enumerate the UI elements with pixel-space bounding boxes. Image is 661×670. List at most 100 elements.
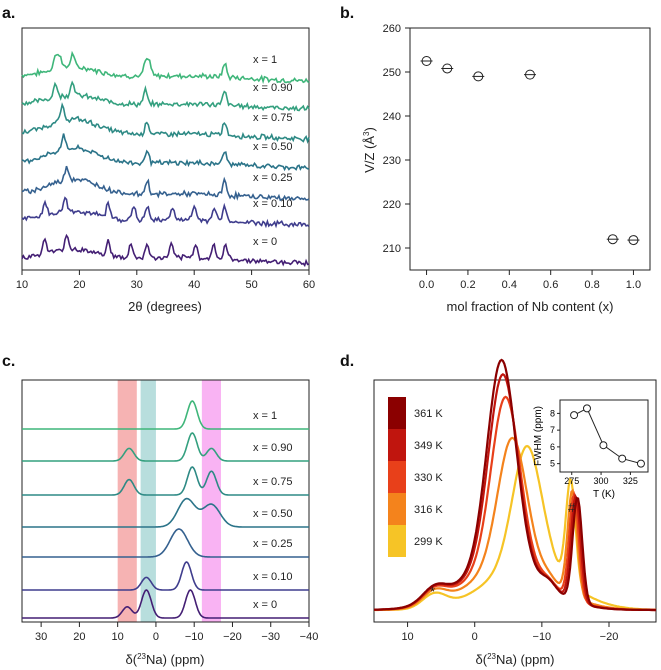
legend-label: 349 K bbox=[414, 440, 443, 452]
x-tick-label: 30 bbox=[131, 279, 143, 291]
inset-y-tick-label: 7 bbox=[550, 425, 555, 435]
inset-point bbox=[636, 459, 645, 468]
x-tick-label: 0.8 bbox=[584, 279, 599, 291]
x-tick-label: 20 bbox=[73, 279, 85, 291]
y-tick-label: 220 bbox=[383, 199, 401, 211]
panel-b-xlabel: mol fraction of Nb content (x) bbox=[447, 299, 614, 314]
panel-label-c: c. bbox=[2, 353, 15, 370]
panel-b-ylabel: V/Z (Å3) bbox=[362, 127, 377, 173]
nmr-curve-label: x = 0.75 bbox=[253, 476, 292, 488]
nmr-curve bbox=[22, 466, 309, 496]
legend-swatch bbox=[388, 525, 406, 557]
xrd-curve-label: x = 1 bbox=[253, 54, 277, 66]
panel-a-chart: x = 1 x = 0.90 x = 0.75 x = 0.50 x = 0.25 x =… bbox=[16, 27, 315, 314]
xrd-curve-label: x = 0.10 bbox=[253, 198, 292, 210]
x-tick-label: 0 bbox=[472, 631, 478, 643]
panel-d-frame bbox=[373, 379, 657, 623]
nmr-curve-label: x = 0.50 bbox=[253, 508, 292, 520]
y-tick-label: 230 bbox=[383, 155, 401, 167]
xrd-curve bbox=[21, 196, 310, 229]
x-tick-label: 10 bbox=[401, 631, 413, 643]
xrd-curve bbox=[21, 233, 310, 268]
panel-label-d: d. bbox=[340, 353, 354, 370]
inset-frame bbox=[559, 399, 649, 473]
inset-ylabel: FWHM (ppm) bbox=[533, 406, 544, 466]
x-tick-label: 0.2 bbox=[460, 279, 475, 291]
xrd-curve bbox=[21, 102, 310, 144]
panel-c-frame bbox=[21, 379, 310, 623]
xrd-curve-label: x = 0.25 bbox=[253, 172, 292, 184]
nmr-curve bbox=[22, 432, 309, 462]
panel-c-chart: x = 1 x = 0.90 x = 0.75 x = 0.50 x = 0.25 x =… bbox=[21, 379, 319, 667]
nmr-curve-label: x = 1 bbox=[253, 410, 277, 422]
inset-point bbox=[570, 411, 579, 420]
xrd-curve bbox=[21, 50, 310, 85]
panel-b-frame bbox=[409, 27, 651, 271]
y-tick-label: 260 bbox=[383, 23, 401, 35]
nmr-curve-label: x = 0 bbox=[253, 599, 277, 611]
inset-x-tick-label: 300 bbox=[594, 476, 609, 486]
inset-x-tick-label: 275 bbox=[564, 476, 579, 486]
panel-c-xlabel: δ(23Na) (ppm) bbox=[126, 652, 205, 667]
legend-label: 299 K bbox=[414, 536, 443, 548]
shaded-region bbox=[117, 380, 137, 622]
nmr-curve bbox=[22, 528, 309, 558]
nmr-curve bbox=[22, 497, 309, 528]
x-tick-label: 40 bbox=[188, 279, 200, 291]
temperature-curve bbox=[374, 444, 656, 612]
shaded-region bbox=[140, 380, 156, 622]
x-tick-label: 30 bbox=[35, 631, 47, 643]
panel-b-chart: 0.0 0.2 0.4 0.6 0.8 1.0 210 220 230 240 250 260 mol… bbox=[362, 23, 651, 314]
x-tick-label: 20 bbox=[73, 631, 85, 643]
inset-x-tick-label: 325 bbox=[623, 476, 638, 486]
inset-point bbox=[599, 441, 608, 450]
x-tick-label: −20 bbox=[600, 631, 619, 643]
xrd-curve-label: x = 0.75 bbox=[253, 112, 292, 124]
inset-point bbox=[618, 454, 627, 463]
nmr-curve-label: x = 0.10 bbox=[253, 571, 292, 583]
x-tick-label: 0 bbox=[153, 631, 159, 643]
y-tick-label: 250 bbox=[383, 67, 401, 79]
x-tick-label: 10 bbox=[112, 631, 124, 643]
nmr-curve bbox=[22, 561, 309, 591]
nmr-curve-label: x = 0.90 bbox=[253, 442, 292, 454]
panel-a-frame bbox=[21, 27, 310, 271]
legend-swatch bbox=[388, 429, 406, 461]
panel-a-xlabel: 2θ (degrees) bbox=[128, 299, 202, 314]
legend-swatch bbox=[388, 493, 406, 525]
x-tick-label: −40 bbox=[300, 631, 319, 643]
nmr-curve bbox=[22, 589, 309, 619]
y-tick-label: 210 bbox=[383, 243, 401, 255]
annotation-hash: # bbox=[568, 500, 576, 515]
annotation-star: * bbox=[430, 584, 435, 599]
x-tick-label: −10 bbox=[533, 631, 552, 643]
panel-d-xlabel: δ(23Na) (ppm) bbox=[476, 652, 555, 667]
xrd-curve bbox=[21, 133, 310, 172]
xrd-curve-label: x = 0.50 bbox=[253, 141, 292, 153]
nmr-curve-label: x = 0.25 bbox=[253, 538, 292, 550]
y-tick-label: 240 bbox=[383, 111, 401, 123]
xrd-curve-label: x = 0 bbox=[253, 236, 277, 248]
shaded-region bbox=[201, 380, 221, 622]
x-tick-label: −10 bbox=[185, 631, 204, 643]
temperature-curve bbox=[374, 358, 656, 612]
x-tick-label: 0.0 bbox=[419, 279, 434, 291]
legend-label: 361 K bbox=[414, 408, 443, 420]
x-tick-label: −30 bbox=[261, 631, 280, 643]
x-tick-label: 10 bbox=[16, 279, 28, 291]
x-tick-label: 60 bbox=[303, 279, 315, 291]
xrd-curve bbox=[21, 165, 310, 202]
legend-label: 316 K bbox=[414, 504, 443, 516]
x-tick-label: 1.0 bbox=[626, 279, 641, 291]
xrd-curve-label: x = 0.90 bbox=[253, 82, 292, 94]
panel-label-b: b. bbox=[340, 5, 354, 22]
inset-y-tick-label: 6 bbox=[550, 442, 555, 452]
nmr-curve bbox=[22, 400, 309, 430]
x-tick-label: 0.4 bbox=[502, 279, 517, 291]
x-tick-label: 0.6 bbox=[543, 279, 558, 291]
inset-xlabel: T (K) bbox=[593, 489, 615, 500]
xrd-curve bbox=[21, 80, 310, 112]
x-tick-label: 50 bbox=[245, 279, 257, 291]
